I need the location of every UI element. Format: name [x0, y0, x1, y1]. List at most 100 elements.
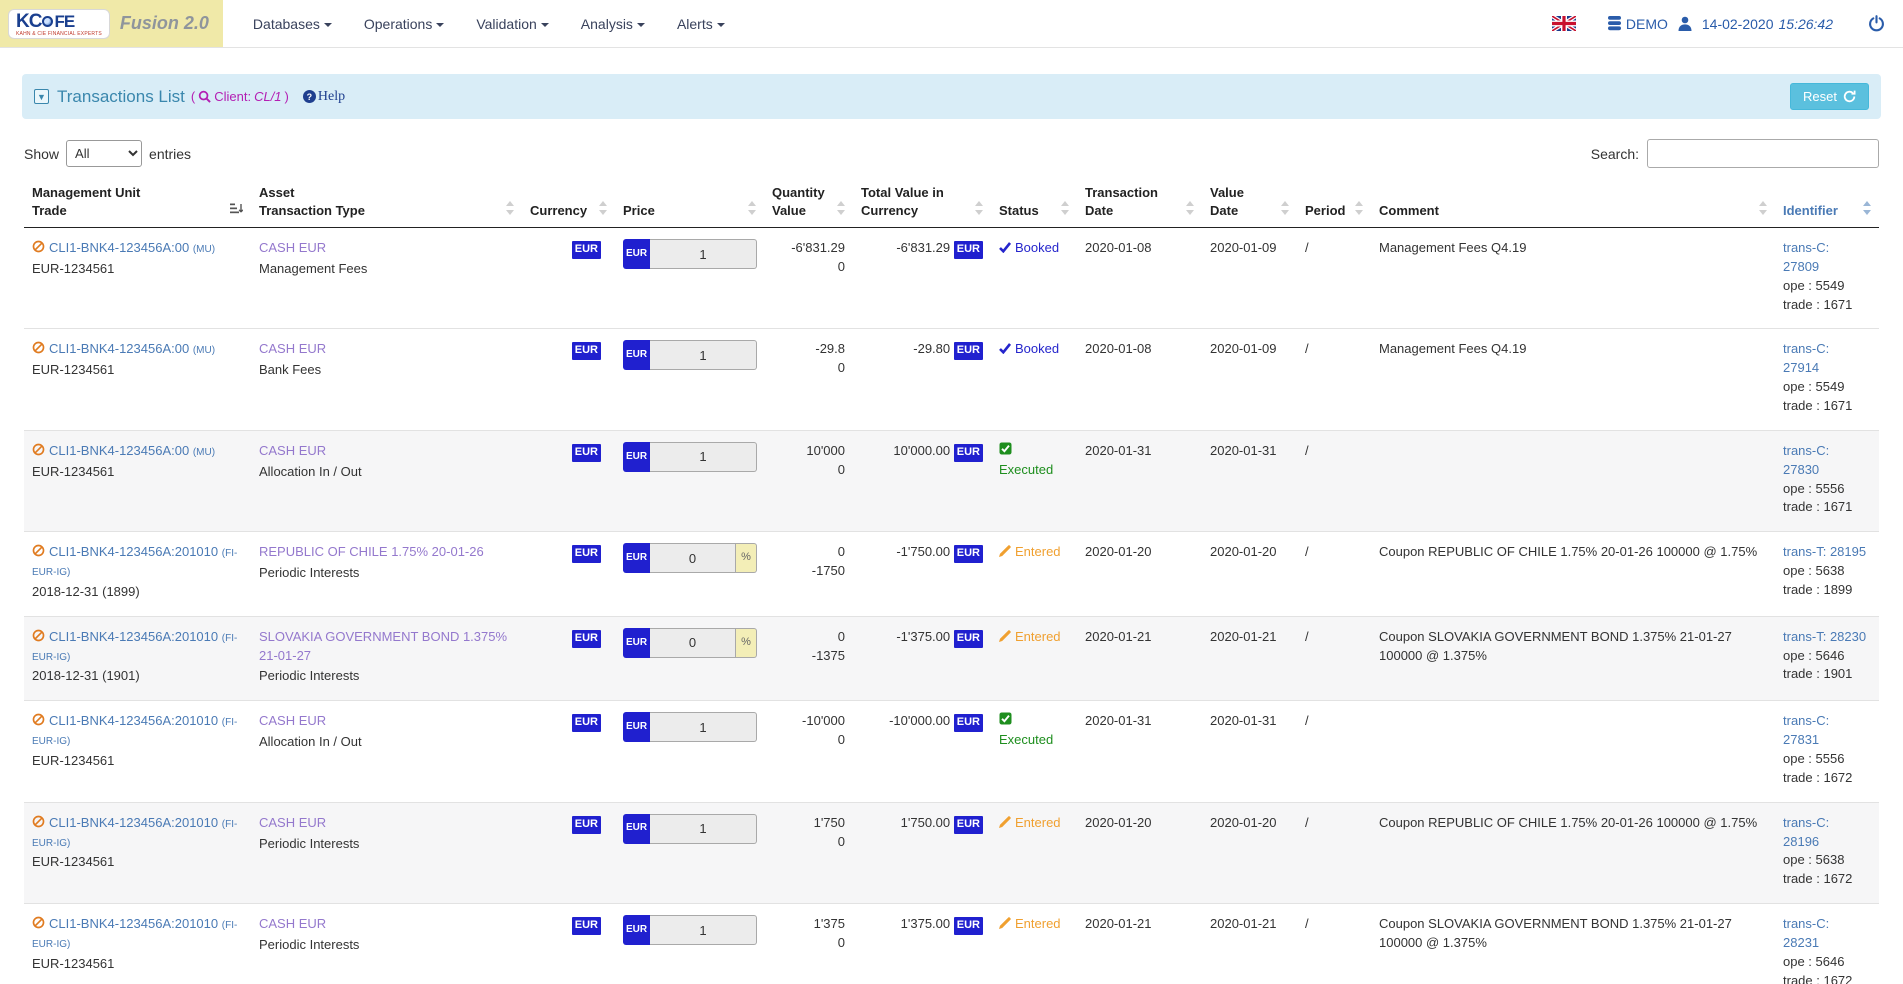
refresh-icon — [1843, 90, 1856, 103]
column-header-comment[interactable]: Comment — [1371, 178, 1775, 228]
client-filter[interactable]: ( Client: CL/1 ) — [191, 89, 289, 104]
sort-icon[interactable] — [1759, 201, 1767, 220]
language-flag-icon[interactable] — [1552, 16, 1576, 31]
currency-badge: EUR — [572, 917, 601, 935]
transaction-date-cell: 2020-01-21 — [1077, 904, 1202, 984]
search-input[interactable] — [1647, 139, 1879, 168]
sort-icon[interactable] — [1061, 201, 1069, 220]
cancel-icon[interactable] — [32, 240, 45, 253]
nav-item-alerts[interactable]: Alerts — [665, 8, 737, 40]
management-unit-link[interactable]: CLI1-BNK4-123456A:201010 — [49, 916, 218, 931]
sort-icon[interactable] — [1186, 201, 1194, 220]
asset-link[interactable]: CASH EUR — [259, 443, 326, 458]
asset-link[interactable]: SLOVAKIA GOVERNMENT BOND 1.375% 21-01-27 — [259, 629, 507, 663]
cancel-icon[interactable] — [32, 815, 45, 828]
identifier-ope: ope : 5549 — [1783, 378, 1871, 397]
cancel-icon[interactable] — [32, 341, 45, 354]
cancel-icon[interactable] — [32, 916, 45, 929]
column-header-currency[interactable]: Currency — [522, 178, 615, 228]
user-menu[interactable] — [1677, 16, 1693, 31]
price-input[interactable] — [650, 239, 757, 269]
help-link[interactable]: ? Help — [303, 89, 345, 105]
management-unit-link[interactable]: CLI1-BNK4-123456A:00 — [49, 341, 189, 356]
column-header-price[interactable]: Price — [615, 178, 764, 228]
comment-cell: Coupon REPUBLIC OF CHILE 1.75% 20-01-26 … — [1371, 532, 1775, 617]
column-header-period[interactable]: Period — [1297, 178, 1371, 228]
column-header-management-unit[interactable]: Management UnitTrade — [24, 178, 251, 228]
cancel-icon[interactable] — [32, 544, 45, 557]
management-unit-link[interactable]: CLI1-BNK4-123456A:00 — [49, 443, 189, 458]
value-date-cell: 2020-01-21 — [1202, 904, 1297, 984]
sort-icon[interactable] — [230, 202, 243, 220]
management-unit-link[interactable]: CLI1-BNK4-123456A:201010 — [49, 629, 218, 644]
nav-item-operations[interactable]: Operations — [352, 8, 456, 40]
identifier-link[interactable]: trans-T: 28195 — [1783, 543, 1871, 562]
identifier-link[interactable]: trans-C:27830 — [1783, 442, 1871, 480]
collapse-icon[interactable]: ▼ — [34, 89, 49, 104]
sort-icon — [1281, 201, 1289, 215]
price-input[interactable] — [650, 814, 757, 844]
column-header-total-value-in[interactable]: Total Value inCurrency — [853, 178, 991, 228]
sort-icon[interactable] — [1863, 201, 1871, 220]
price-input[interactable] — [650, 712, 757, 742]
transaction-type: Periodic Interests — [259, 667, 514, 686]
period-cell: / — [1297, 430, 1371, 531]
sort-icon[interactable] — [975, 201, 983, 220]
column-header-asset[interactable]: AssetTransaction Type — [251, 178, 522, 228]
column-header-value[interactable]: ValueDate — [1202, 178, 1297, 228]
sort-icon[interactable] — [1281, 201, 1289, 220]
sort-icon[interactable] — [837, 201, 845, 220]
sort-icon[interactable] — [748, 201, 756, 220]
database-session[interactable]: DEMO — [1608, 16, 1668, 32]
nav-item-validation[interactable]: Validation — [464, 8, 560, 40]
cancel-icon[interactable] — [32, 713, 45, 726]
cancel-icon[interactable] — [32, 629, 45, 642]
management-unit-link[interactable]: CLI1-BNK4-123456A:201010 — [49, 815, 218, 830]
total-value: -1'375.00 — [896, 629, 950, 644]
column-header-quantity[interactable]: QuantityValue — [764, 178, 853, 228]
nav-item-databases[interactable]: Databases — [241, 8, 344, 40]
sort-icon[interactable] — [506, 201, 514, 220]
column-header-transaction[interactable]: TransactionDate — [1077, 178, 1202, 228]
total-value: -29.80 — [913, 341, 950, 356]
management-unit-link[interactable]: CLI1-BNK4-123456A:00 — [49, 240, 189, 255]
price-input[interactable] — [650, 340, 757, 370]
price-input[interactable] — [650, 628, 736, 658]
sort-icon — [1759, 201, 1767, 215]
column-header-identifier[interactable]: Identifier — [1775, 178, 1879, 228]
asset-link[interactable]: CASH EUR — [259, 240, 326, 255]
transaction-row: CLI1-BNK4-123456A:201010 (FI-EUR-IG) EUR… — [24, 701, 1879, 802]
management-unit-link[interactable]: CLI1-BNK4-123456A:201010 — [49, 713, 218, 728]
logout-button[interactable] — [1868, 15, 1885, 32]
app-logo[interactable]: KCFE KAHN & CIE FINANCIAL EXPERTS — [8, 9, 110, 39]
cancel-icon[interactable] — [32, 443, 45, 456]
currency-badge: EUR — [572, 545, 601, 563]
asset-link[interactable]: CASH EUR — [259, 341, 326, 356]
price-currency-badge: EUR — [623, 442, 650, 472]
price-input[interactable] — [650, 442, 757, 472]
price-input[interactable] — [650, 915, 757, 945]
reset-button[interactable]: Reset — [1790, 83, 1869, 110]
nav-item-analysis[interactable]: Analysis — [569, 8, 657, 40]
asset-link[interactable]: CASH EUR — [259, 713, 326, 728]
sort-icon[interactable] — [1355, 201, 1363, 220]
asset-cell: CASH EUR Periodic Interests — [251, 802, 522, 903]
identifier-link[interactable]: trans-C:27914 — [1783, 340, 1871, 378]
asset-link[interactable]: CASH EUR — [259, 916, 326, 931]
identifier-link[interactable]: trans-C:27831 — [1783, 712, 1871, 750]
asset-link[interactable]: REPUBLIC OF CHILE 1.75% 20-01-26 — [259, 544, 484, 559]
price-cell: EUR % — [615, 532, 764, 617]
sort-icon[interactable] — [599, 201, 607, 220]
column-header-status[interactable]: Status — [991, 178, 1077, 228]
asset-link[interactable]: CASH EUR — [259, 815, 326, 830]
identifier-trade: trade : 1671 — [1783, 397, 1871, 416]
quantity-value: 0 — [772, 461, 845, 480]
identifier-link[interactable]: trans-T: 28230 — [1783, 628, 1871, 647]
management-unit-link[interactable]: CLI1-BNK4-123456A:201010 — [49, 544, 218, 559]
page-size-select[interactable]: All — [66, 140, 142, 167]
price-input[interactable] — [650, 543, 736, 573]
identifier-link[interactable]: trans-C:27809 — [1783, 239, 1871, 277]
identifier-link[interactable]: trans-C:28231 — [1783, 915, 1871, 953]
identifier-link[interactable]: trans-C:28196 — [1783, 814, 1871, 852]
session-time: 15:26:42 — [1779, 16, 1834, 32]
